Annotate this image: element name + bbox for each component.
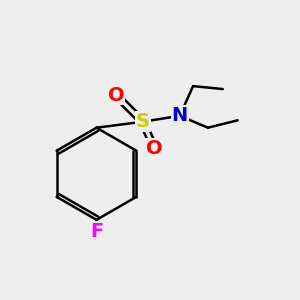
Text: N: N [172, 106, 188, 125]
Text: O: O [146, 139, 163, 158]
Text: S: S [136, 112, 150, 131]
Text: O: O [107, 85, 124, 104]
Text: F: F [90, 222, 103, 241]
